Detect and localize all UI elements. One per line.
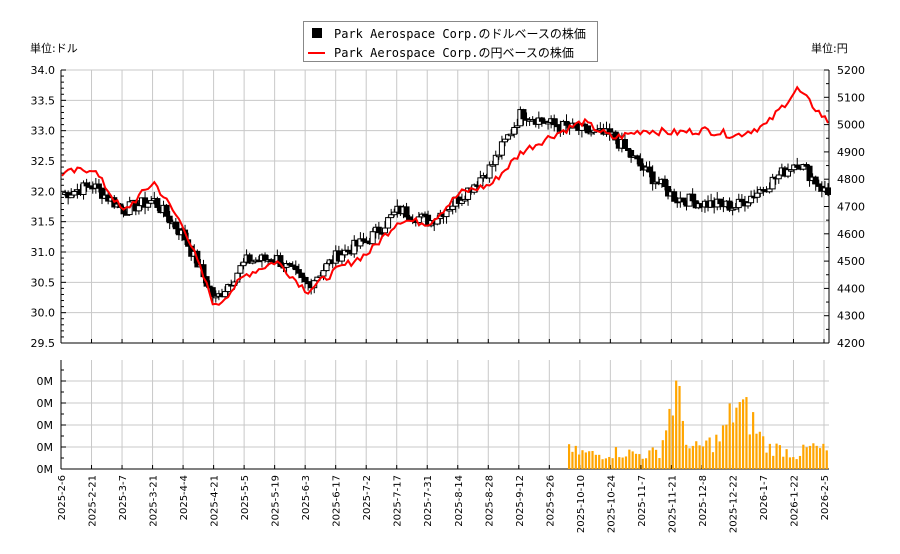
right-axis-tick-label: 4500 xyxy=(837,255,865,268)
left-axis-tick-label: 32.0 xyxy=(31,185,56,198)
x-axis-date-label: 2025-6-17 xyxy=(332,475,343,527)
left-axis-tick-label: 30.5 xyxy=(31,276,56,289)
x-axis-date-label: 2025-3-21 xyxy=(149,475,160,527)
left-axis-tick-label: 30.0 xyxy=(31,307,56,320)
right-axis-tick-label: 5200 xyxy=(837,64,865,77)
x-axis-date-label: 2025-8-14 xyxy=(454,475,465,527)
x-axis-date-label: 2026-1-7 xyxy=(759,475,770,520)
volume-axis-tick-label: 0M xyxy=(37,375,54,388)
left-axis-tick-label: 31.5 xyxy=(31,216,56,229)
left-axis-tick-label: 33.5 xyxy=(31,94,56,107)
right-axis-tick-label: 4600 xyxy=(837,228,865,241)
chart-legend: Park Aerospace Corp.のドルベースの株価 Park Aeros… xyxy=(303,21,598,62)
x-axis-date-label: 2025-10-10 xyxy=(576,475,587,533)
right-axis-unit-label: 単位:円 xyxy=(811,42,848,55)
volume-axis-tick-label: 0M xyxy=(37,463,54,476)
x-axis-date-label: 2025-5-19 xyxy=(271,475,282,527)
right-axis-tick-label: 4200 xyxy=(837,337,865,350)
legend-label-jpy: Park Aerospace Corp.の円ベースの株価 xyxy=(334,46,574,60)
x-axis-date-label: 2025-7-31 xyxy=(423,475,434,527)
volume-axis-tick-label: 0M xyxy=(37,419,54,432)
volume-bars xyxy=(568,380,828,469)
legend-item-usd: Park Aerospace Corp.のドルベースの株価 xyxy=(304,24,597,42)
x-axis-date-label: 2025-2-6 xyxy=(57,475,68,520)
left-axis-tick-label: 32.5 xyxy=(31,155,56,168)
axes: 34.0 33.5 33.0 32.5 32.0 31.5 31.0 30.5 30.0 29.5… xyxy=(31,64,866,533)
x-axis-date-label: 2025-11-21 xyxy=(667,475,678,533)
right-axis-tick-label: 4400 xyxy=(837,282,865,295)
legend-label-usd: Park Aerospace Corp.のドルベースの株価 xyxy=(334,27,586,41)
right-axis-tick-label: 4900 xyxy=(837,146,865,159)
volume-axis-tick-label: 0M xyxy=(37,397,54,410)
x-axis-date-label: 2025-8-28 xyxy=(484,475,495,527)
right-axis-tick-label: 4700 xyxy=(837,201,865,214)
x-axis-date-label: 2025-7-2 xyxy=(362,475,373,520)
x-axis-date-label: 2026-1-22 xyxy=(789,475,800,527)
x-axis-date-label: 2025-4-4 xyxy=(179,475,190,520)
x-axis-date-label: 2025-4-21 xyxy=(210,475,221,527)
left-axis-unit-label: 単位:ドル xyxy=(30,42,78,55)
x-axis-date-label: 2025-3-7 xyxy=(118,475,129,520)
x-axis-date-label: 2025-7-17 xyxy=(393,475,404,527)
red-line-icon xyxy=(308,52,325,54)
x-axis-date-label: 2025-2-21 xyxy=(88,475,99,527)
grid-lines xyxy=(60,69,829,470)
right-axis-tick-label: 5000 xyxy=(837,119,865,132)
x-axis-date-label: 2025-9-26 xyxy=(545,475,556,527)
usd-candlesticks xyxy=(62,106,831,303)
left-axis-tick-label: 31.0 xyxy=(31,246,56,259)
x-axis-date-label: 2025-10-24 xyxy=(606,475,617,533)
right-axis-tick-label: 4800 xyxy=(837,173,865,186)
legend-item-jpy: Park Aerospace Corp.の円ベースの株価 xyxy=(304,43,597,61)
right-axis-tick-label: 5100 xyxy=(837,91,865,104)
x-axis-date-label: 2025-6-3 xyxy=(301,475,312,520)
x-axis-date-label: 2025-5-5 xyxy=(240,475,251,520)
x-axis-date-label: 2025-9-12 xyxy=(515,475,526,527)
jpy-price-line xyxy=(61,85,829,306)
square-marker-icon xyxy=(312,28,322,38)
x-axis-date-label: 2025-12-22 xyxy=(728,475,739,533)
x-axis-date-label: 2025-11-7 xyxy=(637,475,648,527)
left-axis-tick-label: 34.0 xyxy=(31,64,56,77)
right-axis-tick-label: 4300 xyxy=(837,310,865,323)
x-axis-date-label: 2025-12-8 xyxy=(698,475,709,527)
x-axis-date-label: 2026-2-5 xyxy=(820,475,831,520)
volume-axis-tick-label: 0M xyxy=(37,441,54,454)
left-axis-tick-label: 29.5 xyxy=(31,337,56,350)
left-axis-tick-label: 33.0 xyxy=(31,125,56,138)
